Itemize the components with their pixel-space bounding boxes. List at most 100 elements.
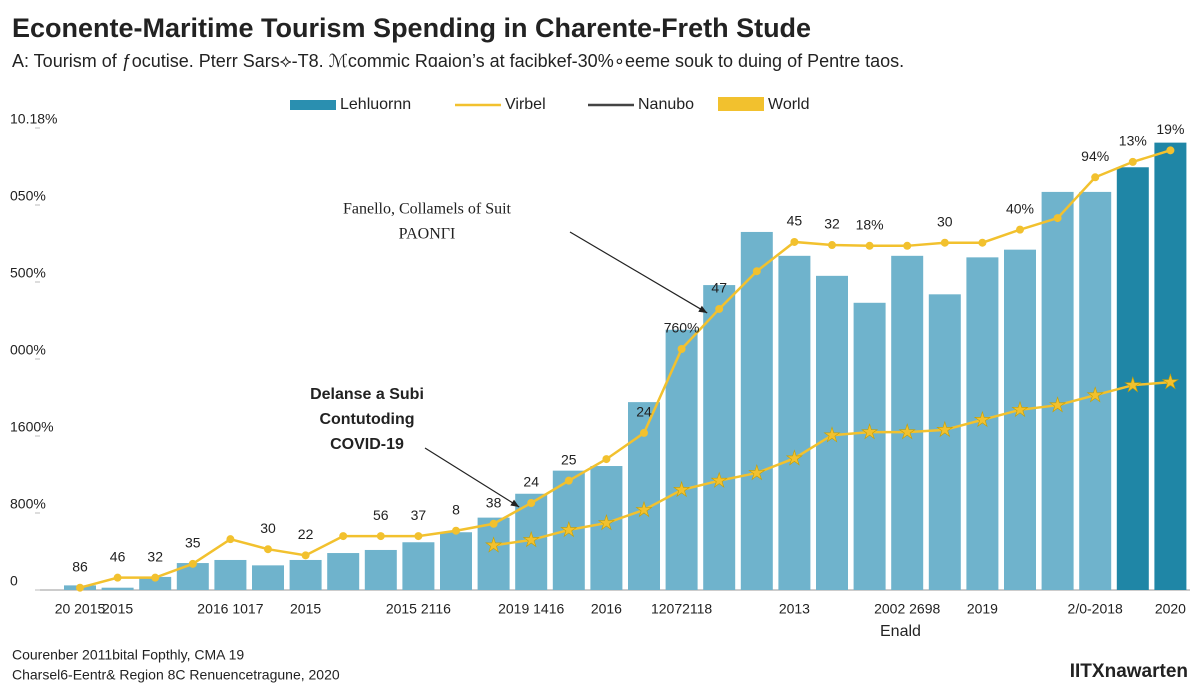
data-label: 94%: [1081, 148, 1109, 164]
point: [640, 428, 648, 437]
point: [188, 559, 197, 568]
legend-label: Nanubo: [638, 96, 694, 113]
point: [978, 238, 987, 247]
point: [113, 573, 122, 582]
y-tick-label: 500%: [10, 265, 46, 281]
annotation-text: Fanello, Collamels of Suit: [343, 201, 512, 218]
bar: [440, 532, 472, 590]
point: [940, 238, 949, 247]
y-tick-label: 000%: [10, 342, 46, 358]
y-tick-label: 050%: [10, 188, 46, 204]
x-axis-label: Enald: [880, 623, 921, 640]
y-tick-label: 0: [10, 573, 18, 589]
point: [790, 237, 799, 246]
point: [226, 535, 235, 544]
star-marker: [1049, 396, 1067, 413]
chart-title: Econente-Maritime Tourism Spending in Ch…: [12, 13, 811, 43]
star-marker: [673, 480, 691, 498]
star-marker: [823, 426, 841, 443]
data-label: 45: [787, 213, 803, 229]
point: [414, 532, 423, 541]
data-label: 32: [824, 216, 840, 232]
bar: [703, 285, 736, 590]
x-tick-label: 2002 2698: [874, 601, 940, 617]
annotation-arrow: [424, 447, 520, 508]
data-label: 19%: [1156, 121, 1184, 137]
point: [1091, 173, 1100, 182]
data-label: 760%: [664, 320, 700, 336]
bar: [364, 549, 397, 590]
point: [828, 241, 836, 250]
data-label: 22: [298, 526, 314, 542]
data-label: 13%: [1119, 133, 1147, 149]
arrow-head: [510, 499, 520, 507]
star-marker: [748, 463, 766, 481]
arrow-head: [698, 305, 708, 313]
x-tick-label: 2019: [967, 601, 998, 617]
point: [264, 545, 272, 554]
star-marker: [522, 530, 540, 548]
star-marker: [861, 423, 879, 440]
star-marker: [898, 423, 916, 440]
legend-label: Lehluornn: [340, 96, 411, 113]
bar: [853, 302, 886, 590]
data-label: 37: [411, 507, 427, 523]
data-label: 32: [147, 548, 163, 564]
x-tick-label: 2020: [1155, 601, 1186, 617]
point: [564, 476, 573, 485]
data-label: 40%: [1006, 200, 1034, 216]
data-label: 47: [711, 280, 727, 296]
point: [752, 267, 761, 276]
data-label: 30: [260, 520, 276, 536]
bar: [252, 565, 284, 590]
x-tick-label: 2013: [779, 601, 810, 617]
star-marker: [1086, 386, 1104, 403]
point: [1166, 146, 1175, 155]
bar: [928, 294, 961, 590]
data-label: 38: [486, 494, 502, 510]
point: [602, 455, 611, 464]
annotation-arrow: [569, 231, 708, 314]
point: [1016, 225, 1024, 234]
bar: [477, 517, 510, 590]
bar: [214, 559, 247, 590]
data-label: 35: [185, 535, 201, 551]
brand: IITXnawarten: [1070, 661, 1188, 682]
star-marker: [635, 500, 653, 518]
star-marker: [1161, 373, 1179, 390]
legend-swatch: [718, 97, 764, 111]
bar: [1154, 142, 1187, 590]
source-line: Charsel6-Eentr& Region 8C Renuencetragun…: [12, 667, 340, 683]
point: [376, 532, 385, 541]
star-marker: [560, 520, 578, 538]
bar: [1004, 249, 1036, 590]
star-marker: [1124, 376, 1142, 393]
x-tick-label: 20 2015: [55, 601, 106, 617]
star-marker: [973, 410, 991, 428]
data-label: 86: [72, 558, 88, 574]
x-tick-label: 2015 2116: [386, 601, 451, 617]
bar: [740, 231, 773, 590]
bar: [289, 559, 322, 590]
point: [903, 241, 912, 250]
point: [1128, 157, 1137, 166]
star-marker: [710, 471, 728, 488]
legend-label: Virbel: [505, 96, 546, 113]
legend-label: World: [768, 96, 810, 113]
data-label: 8: [452, 501, 460, 517]
bar: [778, 255, 811, 590]
data-label: 18%: [856, 217, 884, 233]
point: [489, 519, 498, 528]
bar: [590, 466, 623, 590]
star-marker: [785, 449, 803, 466]
chart-subtitle: A: Tourism of ƒocutise. Pterr Sars⟡-T8. …: [12, 51, 904, 71]
x-tick-label: 2019 1416: [498, 601, 564, 617]
data-label: 24: [523, 474, 539, 490]
y-tick-label: 800%: [10, 496, 46, 512]
y-tick-label: 1600%: [10, 419, 54, 435]
star-marker: [597, 514, 615, 531]
annotation-text: Delanse a Subi: [310, 386, 424, 403]
x-tick-label: 2/0-2018: [1068, 601, 1123, 617]
star-marker: [1011, 400, 1029, 418]
x-tick-label: 12072118: [651, 601, 712, 617]
